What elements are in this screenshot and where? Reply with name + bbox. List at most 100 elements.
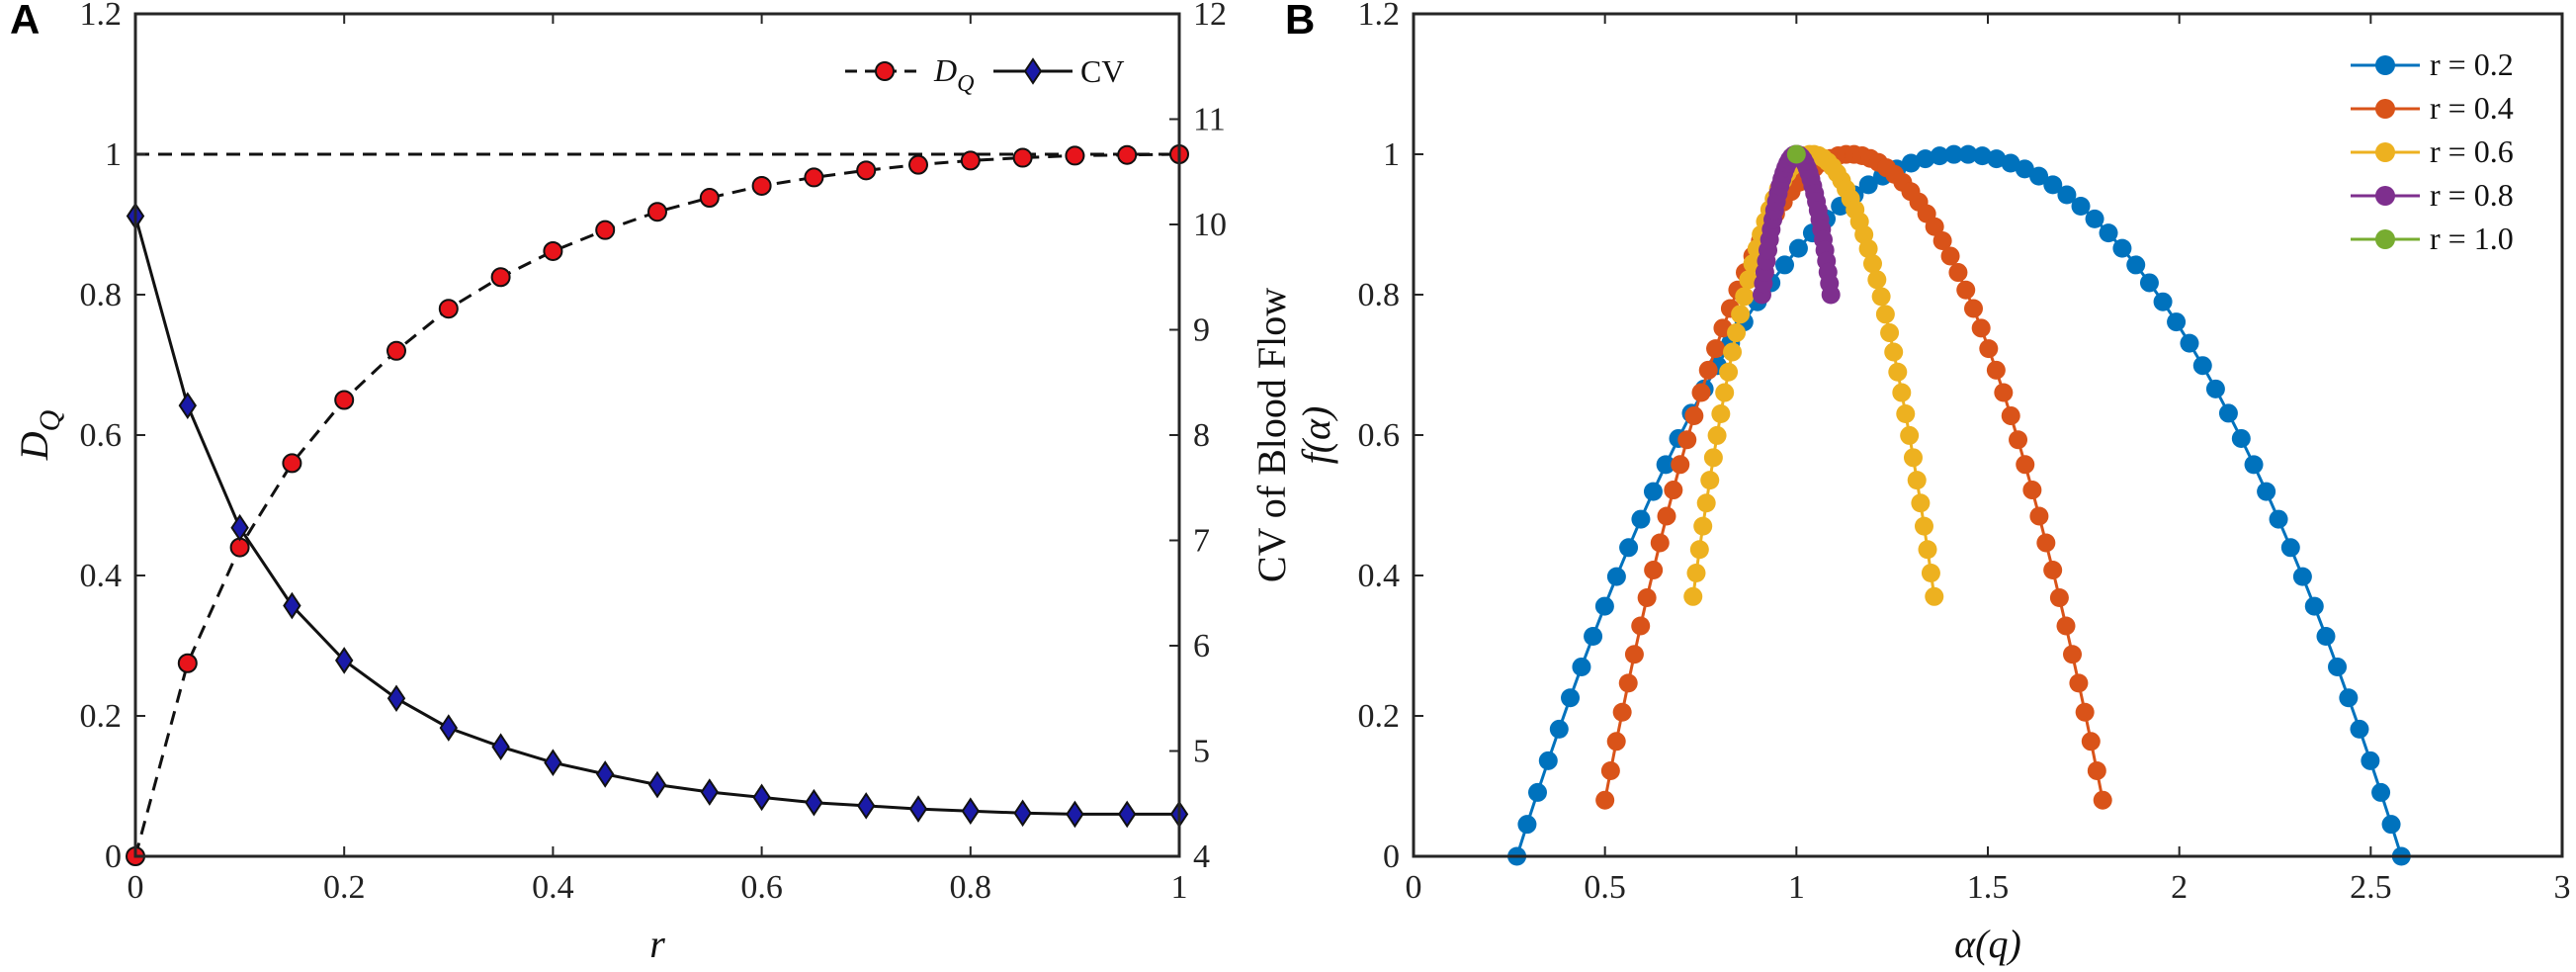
spectrum-point [2063, 645, 2083, 664]
spectrum-point [1821, 285, 1841, 305]
spectrum-point [1650, 533, 1670, 553]
spectrum-point [2112, 238, 2132, 258]
spectrum-point [2001, 153, 2020, 173]
spectrum-point [2167, 312, 2187, 332]
y-tick-label: 1.2 [1358, 0, 1401, 33]
x-tick-label: 1 [1788, 869, 1805, 906]
spectrum-point [2153, 292, 2173, 311]
spectrum-point [2257, 482, 2276, 501]
spectrum-point [1871, 287, 1891, 307]
spectrum-point [2218, 403, 2238, 423]
spectrum-point [1619, 538, 1639, 558]
cv-point [439, 714, 459, 742]
spectrum-point [1693, 516, 1713, 536]
x-tick-label: 0.8 [950, 869, 992, 906]
spectrum-point [1689, 540, 1709, 560]
spectrum-point [1875, 305, 1895, 324]
spectrum-point [2081, 732, 2101, 751]
panel-a-y-ticks: 0 0.2 0.4 0.6 0.8 1 1.2 [80, 0, 145, 875]
spectrum-point [2043, 561, 2063, 580]
spectrum-point [1527, 782, 1547, 802]
dq-point [1012, 147, 1033, 168]
cv-point [386, 684, 406, 713]
dq-point [490, 267, 511, 288]
legend-marker [2375, 142, 2395, 162]
spectrum-point [2192, 356, 2212, 376]
dq-point [647, 202, 667, 222]
y-tick-label: 0.4 [80, 558, 123, 594]
legend-dq-sub: Q [957, 71, 974, 97]
cv-point [283, 591, 301, 620]
panel-a-letter: A [10, 0, 40, 43]
dq-point [282, 453, 302, 474]
x-tick-label: 2 [2171, 869, 2188, 906]
spectrum-point [1994, 383, 2014, 402]
spectrum-point [1786, 144, 1806, 164]
spectrum-point [2022, 481, 2042, 500]
y-tick-label: 0.6 [1358, 417, 1401, 454]
spectrum-point [1600, 760, 1620, 780]
spectrum-point [1987, 149, 2007, 169]
spectrum-point [1517, 815, 1537, 835]
spectrum-point [2139, 273, 2159, 293]
y-tick-label: 0.6 [80, 417, 123, 454]
dq-point [177, 653, 198, 673]
spectrum-point [1706, 339, 1726, 359]
dq-point [856, 160, 877, 181]
spectrum-point [1719, 362, 1739, 382]
spectrum-point [1892, 383, 1912, 402]
spectrum-point [2328, 657, 2348, 676]
panel-b-letter: B [1285, 0, 1315, 43]
spectrum-point [2381, 815, 2401, 835]
spectrum-point [1775, 255, 1795, 275]
spectrum-point [2056, 616, 2076, 636]
y-tick-label: 0.4 [1358, 558, 1401, 594]
spectrum-point [1707, 425, 1727, 445]
spectrum-point [1696, 493, 1716, 513]
y-tick-label: 0.8 [1358, 277, 1401, 313]
spectrum-point [1956, 280, 1976, 300]
cv-point [1013, 799, 1032, 828]
x-tick-label: 0.6 [740, 869, 783, 906]
spectrum-point [1916, 149, 1935, 169]
spectrum-point [2015, 159, 2034, 179]
panel-a-frame [133, 12, 1181, 858]
spectrum-point [2093, 790, 2112, 810]
dq-point [1065, 145, 1085, 166]
cv-point [334, 647, 354, 674]
cv-point [544, 749, 562, 777]
legend-cv-label: CV [1080, 53, 1124, 89]
x-tick-label: 0.2 [323, 869, 366, 906]
series-line-dq [133, 152, 1180, 857]
spectrum-point [2339, 688, 2359, 708]
spectrum-point [1703, 448, 1723, 468]
spectrum-point [2371, 782, 2391, 802]
spectrum-point [1664, 481, 1683, 500]
spectrum-point [1940, 246, 1960, 266]
y2-tick-label: 12 [1193, 0, 1227, 33]
spectrum-point [1867, 270, 1887, 290]
panel-a-y2-axis-label: CV of Blood Flow [1249, 288, 1294, 582]
spectrum-point [1862, 254, 1882, 274]
spectrum-point [2087, 760, 2106, 780]
dq-point [543, 240, 563, 261]
panel-a: A 0 0.2 0.4 0.6 0.8 1 0 0.2 0.4 0.6 0.8 1 1.2 4 5 6 7 8… [10, 0, 1294, 966]
panel-a-plot-area [126, 144, 1189, 866]
spectrum-point [2350, 719, 2369, 739]
spectrum-point [1925, 586, 1944, 606]
spectrum-point [1711, 403, 1731, 423]
spectrum-point [2057, 185, 2077, 205]
spectrum-point [1888, 362, 1908, 382]
dq-point [804, 167, 824, 188]
spectrum-point [1538, 751, 1558, 770]
spectrum-point [2361, 751, 2380, 770]
spectrum-point [1921, 563, 1940, 582]
x-tick-label: 1 [1171, 869, 1188, 906]
spectrum-point [1925, 217, 1944, 236]
legend-marker [2375, 99, 2395, 119]
y-tick-label: 0.8 [80, 277, 123, 313]
spectrum-point [1595, 790, 1615, 810]
spectrum-point [1727, 323, 1747, 343]
panel-a-x-ticks: 0 0.2 0.4 0.6 0.8 1 [128, 14, 1188, 906]
